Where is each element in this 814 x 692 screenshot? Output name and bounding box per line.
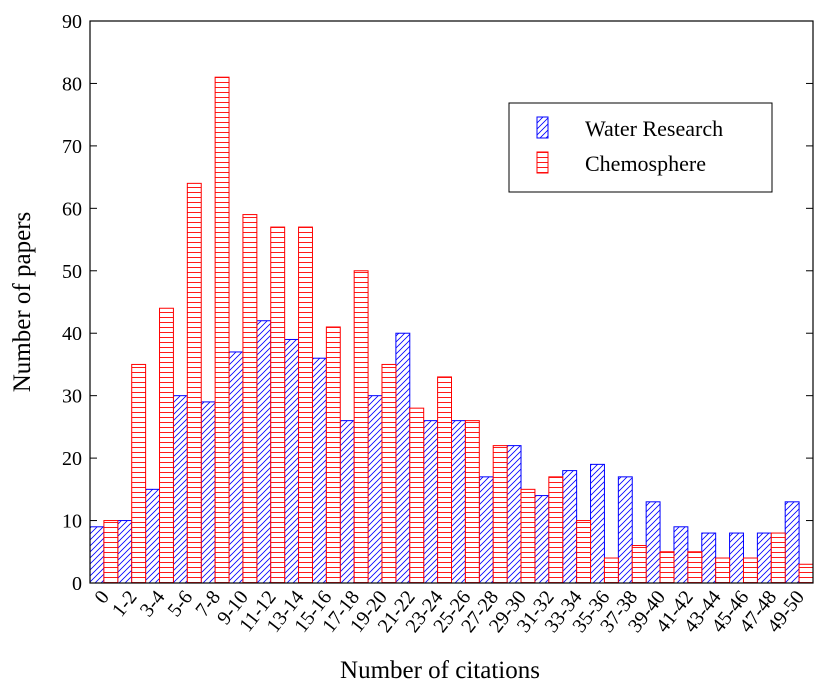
bar-chemosphere [186,182,202,584]
bar-water-research [478,476,494,584]
legend-swatch-water-research [536,116,549,139]
bar-water-research [701,532,717,584]
y-tick-label: 80 [62,73,82,95]
bar-chemosphere [214,76,230,584]
bar-chemosphere [548,476,564,584]
bar-water-research [590,463,605,584]
bar-water-research [451,420,466,584]
bar-water-research [756,532,772,584]
bar-chemosphere [492,445,508,584]
y-tick-label: 90 [62,11,82,33]
legend-label-chemosphere: Chemosphere [585,151,706,176]
x-axis-label: Number of citations [340,657,540,684]
legend-swatch-chemosphere [536,151,549,174]
bar-water-research [339,420,355,584]
x-axis-ticks: 01-23-45-67-89-1011-1213-1415-1617-1819-… [90,576,809,637]
bar-water-research [562,470,578,584]
bar-water-research [645,501,661,584]
y-tick-label: 70 [62,136,82,158]
bar-chemosphere [437,376,453,584]
x-tick-label: 5-6 [164,587,198,622]
x-tick-label: 3-4 [136,587,170,622]
bar-water-research [172,395,188,584]
bar-chemosphere [798,563,814,584]
bar-chemosphere [742,557,758,584]
bar-water-research [673,526,689,584]
bar-water-research [311,357,327,584]
legend-box [508,102,773,193]
bar-chemosphere [103,520,119,584]
legend: Water Research Chemosphere [508,102,773,193]
legend-label-water-research: Water Research [585,116,723,141]
bar-water-research [145,488,161,584]
bar-water-research [729,532,744,584]
bar-chemosphere [353,270,369,584]
bar-chemosphere [131,363,147,584]
bar-water-research [228,351,244,584]
bar-chemosphere [687,551,703,584]
bar-chemosphere [409,407,425,584]
y-tick-label: 30 [62,386,82,408]
bar-water-research [284,338,300,584]
bar-water-research [617,476,633,584]
bar-chemosphere [715,557,731,584]
bar-water-research [117,520,133,584]
bar-chemosphere [603,557,619,584]
y-axis-ticks: 0 10 20 30 40 50 60 70 80 90 [62,11,813,595]
bar-chemosphere [242,214,258,584]
bar-chemosphere [381,363,397,584]
y-tick-label: 0 [72,573,82,595]
bar-water-research [423,420,439,584]
bar-water-research [534,495,550,584]
bar-chemosphere [298,226,313,584]
bar-water-research [89,526,105,584]
bar-chemosphere [159,307,174,584]
bar-chemosphere [631,545,647,584]
plot-frame [89,20,814,584]
bar-chemosphere [659,551,675,584]
bar-chemosphere [520,488,536,584]
bar-chemosphere [576,520,592,584]
bar-water-research [367,395,383,584]
y-tick-label: 10 [62,511,82,533]
x-tick-label: 1-2 [108,587,142,622]
y-tick-label: 60 [62,198,82,220]
bar-chemosphere [464,420,480,584]
bar-water-research [506,445,522,584]
y-tick-label: 40 [62,323,82,345]
bar-water-research [200,401,216,584]
bar-chemosphere [325,326,341,584]
bar-chemosphere [270,226,286,584]
y-axis-label: Number of papers [9,212,36,393]
bar-water-research [784,501,800,584]
y-tick-label: 20 [62,448,82,470]
bar-water-research [256,320,272,584]
y-tick-label: 50 [62,261,82,283]
bar-chemosphere [770,532,786,584]
bar-water-research [395,332,411,584]
